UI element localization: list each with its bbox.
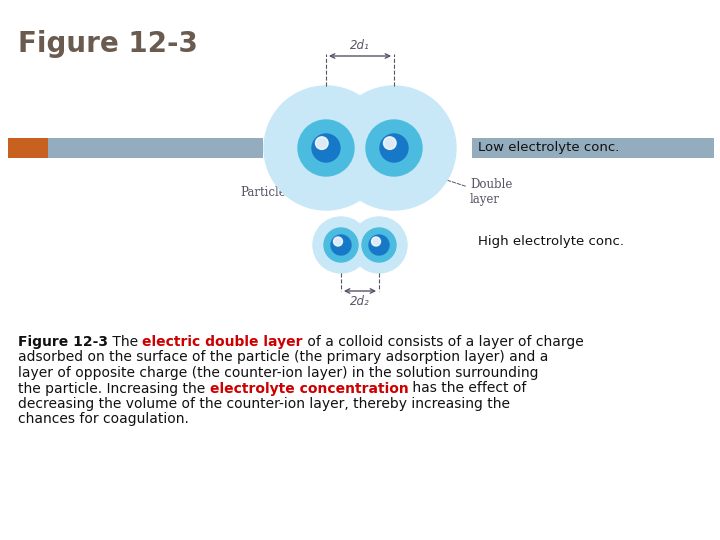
Text: decreasing the volume of the counter-ion layer, thereby increasing the: decreasing the volume of the counter-ion… [18, 397, 510, 411]
Text: electric double layer: electric double layer [143, 335, 303, 349]
Text: 2d₂: 2d₂ [350, 295, 370, 308]
Text: layer of opposite charge (the counter-ion layer) in the solution surrounding: layer of opposite charge (the counter-io… [18, 366, 539, 380]
Circle shape [312, 134, 340, 162]
Circle shape [366, 120, 422, 176]
Circle shape [324, 228, 358, 262]
Circle shape [362, 228, 396, 262]
Text: adsorbed on the surface of the particle (the primary adsorption layer) and a: adsorbed on the surface of the particle … [18, 350, 549, 365]
Text: Figure 12-3: Figure 12-3 [18, 335, 108, 349]
Circle shape [298, 120, 354, 176]
Circle shape [333, 237, 343, 246]
Text: of a colloid consists of a layer of charge: of a colloid consists of a layer of char… [303, 335, 584, 349]
Text: 2d₁: 2d₁ [350, 39, 370, 52]
Text: electrolyte concentration: electrolyte concentration [210, 381, 408, 395]
Text: has the effect of: has the effect of [408, 381, 527, 395]
Circle shape [313, 217, 369, 273]
Circle shape [315, 137, 328, 150]
Bar [48, 138, 263, 158]
Circle shape [384, 137, 396, 150]
Circle shape [331, 235, 351, 255]
Circle shape [351, 217, 407, 273]
Text: the particle. Increasing the: the particle. Increasing the [18, 381, 210, 395]
Circle shape [372, 237, 380, 246]
Text: Figure 12-3: Figure 12-3 [18, 30, 198, 58]
Text: High electrolyte conc.: High electrolyte conc. [478, 235, 624, 248]
Text: Particle: Particle [240, 186, 286, 199]
Circle shape [369, 235, 389, 255]
Bar [472, 138, 714, 158]
Bar [8, 138, 48, 158]
Circle shape [332, 86, 456, 210]
Text: Double
layer: Double layer [470, 178, 513, 206]
Text: Low electrolyte conc.: Low electrolyte conc. [478, 141, 619, 154]
Circle shape [380, 134, 408, 162]
Text: chances for coagulation.: chances for coagulation. [18, 413, 189, 427]
Text: The: The [108, 335, 143, 349]
Circle shape [264, 86, 388, 210]
